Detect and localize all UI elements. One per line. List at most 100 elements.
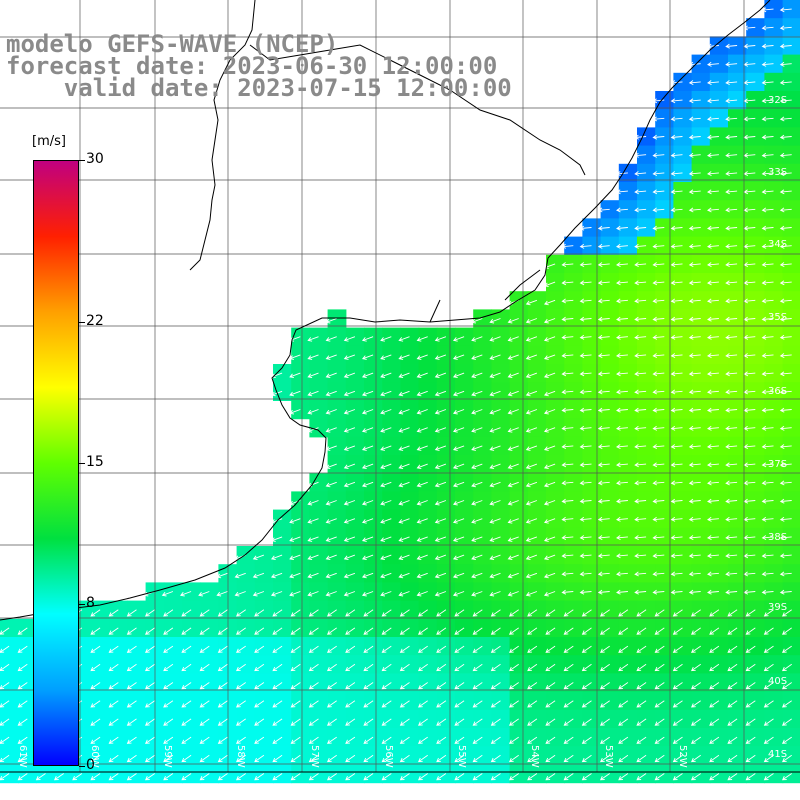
wind-arrow [17, 736, 28, 744]
wind-arrow [761, 61, 774, 67]
wind-cell [582, 473, 602, 492]
wind-cell [345, 764, 365, 784]
wind-arrow [652, 444, 665, 450]
wind-cell [491, 673, 511, 693]
wind-arrow [599, 663, 610, 672]
wind-arrow [745, 700, 756, 708]
wind-cell [655, 218, 674, 238]
wind-arrow [779, 25, 792, 31]
wind-cell [327, 564, 347, 583]
wind-cell [455, 491, 474, 511]
wind-cell [254, 764, 274, 784]
wind-cell [564, 236, 583, 256]
wind-cell [691, 218, 711, 238]
wind-arrow [707, 353, 719, 359]
wind-arrow [307, 427, 319, 433]
wind-arrow [144, 645, 155, 653]
wind-cell [655, 145, 674, 165]
wind-cell [564, 673, 583, 693]
wind-arrow [308, 627, 319, 635]
wind-cell [436, 655, 456, 674]
wind-cell [691, 400, 711, 420]
wind-cell [455, 382, 474, 401]
wind-arrow [616, 516, 628, 522]
wind-cell [291, 618, 310, 638]
wind-cell [200, 582, 219, 602]
wind-arrow [90, 627, 101, 635]
wind-arrow [779, 243, 792, 249]
wind-arrow [727, 609, 738, 617]
wind-cell [400, 509, 420, 529]
wind-arrow [199, 627, 210, 635]
wind-arrow [543, 572, 556, 579]
wind-arrow [725, 80, 738, 86]
wind-arrow [616, 371, 628, 377]
wind-arrow [0, 754, 10, 763]
wind-arrow [108, 609, 119, 617]
wind-cell [655, 200, 674, 219]
wind-cell [564, 709, 583, 729]
wind-cell [273, 764, 292, 784]
wind-cell [200, 673, 219, 693]
wind-arrow [72, 773, 83, 781]
wind-arrow [563, 773, 574, 781]
wind-arrow [308, 718, 319, 726]
wind-cell [618, 364, 638, 383]
wind-cell [564, 618, 583, 638]
wind-cell [691, 91, 711, 110]
wind-cell [455, 546, 474, 565]
wind-cell [109, 728, 128, 747]
wind-cell [618, 327, 638, 347]
wind-cell [618, 291, 638, 310]
latitude-label: 39S [768, 602, 787, 613]
wind-cell [436, 546, 456, 565]
wind-cell [728, 564, 747, 583]
wind-cell [18, 691, 37, 711]
wind-arrow [345, 645, 356, 653]
wind-cell [564, 527, 583, 547]
wind-arrow [579, 462, 592, 468]
wind-cell [364, 728, 383, 747]
wind-arrow [17, 682, 28, 690]
wind-cell [582, 291, 602, 310]
wind-cell [18, 764, 37, 784]
wind-arrow [507, 572, 519, 579]
wind-arrow [272, 627, 283, 635]
wind-cell [618, 455, 638, 474]
wind-cell [0, 618, 19, 638]
wind-cell [509, 509, 529, 529]
wind-arrow [561, 462, 574, 468]
wind-cell [291, 764, 310, 784]
wind-cell [637, 254, 656, 274]
wind-cell [582, 709, 602, 729]
wind-arrow [672, 682, 683, 690]
wind-cell [436, 400, 456, 420]
wind-cell [364, 582, 383, 602]
wind-arrow [636, 736, 647, 744]
wind-cell [418, 728, 438, 747]
wind-cell [546, 491, 565, 511]
wind-cell [291, 709, 310, 729]
wind-arrow [652, 371, 665, 377]
wind-cell [728, 655, 747, 674]
wind-cell [564, 327, 583, 347]
wind-arrow [545, 682, 556, 690]
wind-arrow [525, 518, 538, 524]
wind-arrow [181, 682, 192, 690]
wind-arrow [707, 189, 719, 195]
wind-arrow [326, 718, 337, 726]
wind-arrow [90, 663, 101, 672]
wind-arrow [599, 773, 610, 781]
wind-cell [673, 728, 693, 747]
wind-arrow [616, 225, 628, 231]
wind-arrow [707, 480, 719, 486]
wind-arrow [454, 663, 465, 672]
wind-arrow [545, 754, 556, 763]
wind-cell [473, 327, 492, 347]
wind-arrow [725, 425, 738, 431]
wind-arrow [597, 462, 610, 468]
wind-cell [564, 345, 583, 365]
wind-arrow [436, 718, 447, 726]
wind-arrow [670, 334, 683, 340]
wind-cell [291, 364, 310, 383]
